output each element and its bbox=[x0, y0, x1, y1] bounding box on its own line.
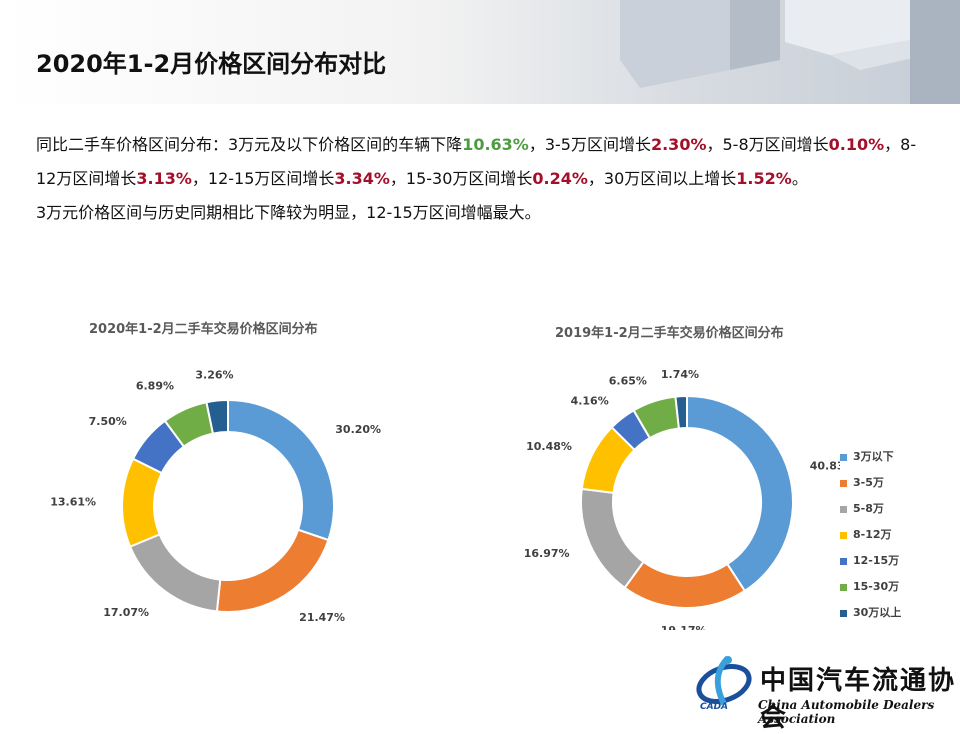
summary-text: 同比二手车价格区间分布：3万元及以下价格区间的车辆下降10.63%，3-5万区间… bbox=[36, 128, 926, 230]
donut-slice-7 bbox=[205, 398, 229, 435]
text-seg: 。 bbox=[791, 169, 808, 188]
slice-label-3: 16.97% bbox=[524, 547, 570, 560]
slice-label-7: 1.74% bbox=[661, 368, 699, 381]
slice-label-4: 10.48% bbox=[526, 440, 572, 453]
logo-name-cn: 中国汽车流通协会 bbox=[760, 666, 957, 733]
text-seg: ，5-8万区间增长 bbox=[706, 135, 829, 154]
donut-slice-2 bbox=[215, 528, 330, 613]
legend-label: 3-5万 bbox=[853, 476, 884, 489]
value-increase: 0.24% bbox=[532, 169, 588, 188]
slice-label-4: 13.61% bbox=[50, 495, 96, 508]
text-seg: ，8-12万区间增长 bbox=[36, 135, 917, 188]
donut-slice-4 bbox=[121, 457, 164, 548]
text-seg: ，3-5万区间增长 bbox=[528, 135, 651, 154]
legend-item: 3-5万 bbox=[840, 474, 884, 490]
header-banner: 2020年1-2月价格区间分布对比 bbox=[0, 0, 960, 104]
logo-name-en: China Automobile Dealers Association bbox=[758, 698, 935, 726]
text-seg: 同比二手车价格区间分布：3万元及以下价格区间的车辆下降 bbox=[36, 135, 463, 154]
value-increase: 3.13% bbox=[136, 169, 192, 188]
slice-label-3: 17.07% bbox=[103, 606, 149, 619]
page-title: 2020年1-2月价格区间分布对比 bbox=[36, 50, 387, 78]
legend-swatch bbox=[840, 505, 847, 513]
donut-slice-3 bbox=[580, 487, 645, 590]
legend-label: 8-12万 bbox=[853, 528, 892, 541]
chart-title-2020: 2020年1-2月二手车交易价格区间分布 bbox=[89, 322, 318, 337]
cube-decoration bbox=[620, 0, 960, 104]
legend-item: 30万以上 bbox=[840, 604, 901, 620]
slice-label-7: 3.26% bbox=[195, 369, 233, 382]
legend-item: 3万以下 bbox=[840, 448, 894, 464]
legend-item: 12-15万 bbox=[840, 552, 899, 568]
legend-label: 3万以下 bbox=[853, 450, 894, 463]
summary-line-2: 3万元价格区间与历史同期相比下降较为明显，12-15万区间增幅最大。 bbox=[36, 203, 541, 222]
slice-label-6: 6.89% bbox=[136, 380, 174, 393]
value-decrease: 10.63% bbox=[462, 135, 529, 154]
donut-slice-7 bbox=[674, 394, 688, 430]
slice-label-1: 30.20% bbox=[335, 423, 381, 436]
slice-label-2: 19.17% bbox=[661, 624, 707, 630]
donut-chart-2019: 40.83% 19.17% 16.97% 10.48% 4.16%6.65% 1.74% bbox=[524, 368, 840, 630]
text-seg: ，15-30万区间增长 bbox=[389, 169, 533, 188]
donut-slice-1 bbox=[686, 394, 794, 593]
slice-label-5: 7.50% bbox=[89, 415, 127, 428]
legend-swatch bbox=[840, 557, 847, 565]
donut-slice-1 bbox=[227, 398, 335, 542]
legend-swatch bbox=[840, 583, 847, 591]
slice-label-5: 4.16% bbox=[571, 395, 609, 408]
legend-label: 15-30万 bbox=[853, 580, 900, 593]
legend-label: 5-8万 bbox=[853, 502, 884, 515]
legend-label: 30万以上 bbox=[853, 606, 902, 619]
value-increase: 1.52% bbox=[736, 169, 792, 188]
slice-label-6: 6.65% bbox=[609, 374, 647, 387]
legend-label: 12-15万 bbox=[853, 554, 900, 567]
cada-logo: CADA 中国汽车流通协会 China Automobile Dealers A… bbox=[690, 650, 960, 733]
summary-line-1: 同比二手车价格区间分布：3万元及以下价格区间的车辆下降10.63%，3-5万区间… bbox=[36, 128, 926, 196]
cada-emblem-icon bbox=[696, 655, 752, 706]
text-seg: ，30万区间以上增长 bbox=[587, 169, 737, 188]
legend-item: 8-12万 bbox=[840, 526, 892, 542]
legend-swatch bbox=[840, 609, 847, 617]
legend-swatch bbox=[840, 453, 847, 461]
value-increase: 0.10% bbox=[828, 135, 885, 154]
value-increase: 2.30% bbox=[650, 135, 707, 154]
chart-title-2019: 2019年1-2月二手车交易价格区间分布 bbox=[555, 326, 784, 341]
text-seg: ，12-15万区间增长 bbox=[191, 169, 335, 188]
slice-label-2: 21.47% bbox=[299, 611, 345, 624]
donut-slice-2 bbox=[623, 560, 747, 609]
legend-swatch bbox=[840, 479, 847, 487]
donut-chart-2020: 30.20% 21.47% 17.07% 13.61% 7.50% 6.89% 3.26% bbox=[50, 369, 381, 624]
legend-item: 5-8万 bbox=[840, 500, 884, 516]
slice-label-1: 40.83% bbox=[810, 460, 840, 473]
legend-swatch bbox=[840, 531, 847, 539]
donut-slice-3 bbox=[128, 533, 222, 613]
value-increase: 3.34% bbox=[334, 169, 390, 188]
legend-item: 15-30万 bbox=[840, 578, 899, 594]
logo-abbreviation: CADA bbox=[700, 702, 729, 712]
